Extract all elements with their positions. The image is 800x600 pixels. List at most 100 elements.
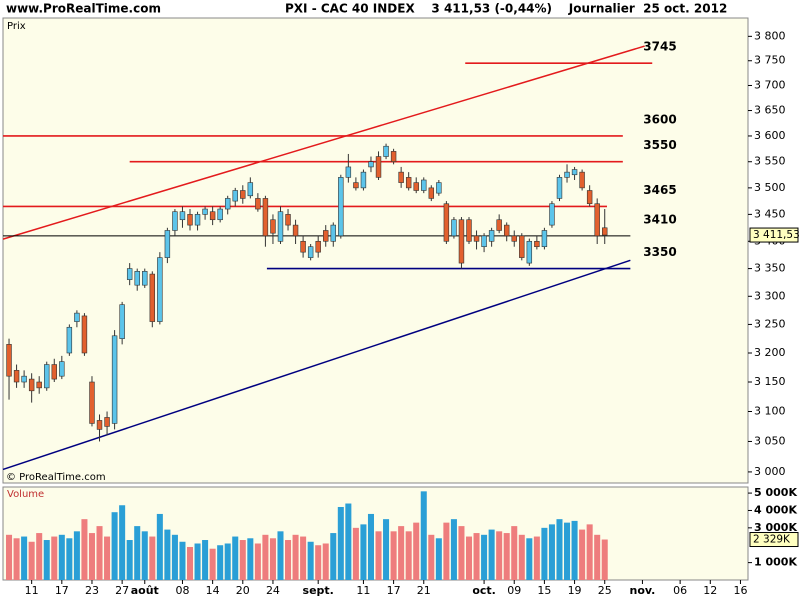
candle-body	[111, 335, 118, 424]
volume-bar	[43, 540, 50, 580]
volume-bar	[141, 531, 148, 580]
candle-body	[89, 381, 95, 424]
candle-body	[451, 219, 457, 237]
candle-body	[6, 344, 12, 377]
volume-bar	[579, 529, 586, 580]
y-tick-label: 3 000K	[754, 521, 797, 534]
volume-bar	[269, 538, 276, 580]
volume-bar	[322, 543, 329, 580]
volume-bar	[450, 519, 457, 580]
candle-body	[119, 304, 125, 339]
candle-body	[66, 326, 73, 354]
volume-bar	[28, 541, 35, 580]
x-tick-label: 14	[206, 584, 220, 597]
volume-bar	[262, 534, 269, 580]
volume-bar	[564, 522, 571, 580]
volume-bar	[111, 512, 118, 580]
volume-bar	[300, 536, 307, 580]
candle-body	[149, 273, 156, 322]
volume-bar	[6, 534, 13, 580]
volume-bar	[224, 543, 231, 580]
candle-body	[541, 230, 548, 248]
candle-body	[172, 211, 178, 231]
x-tick-label: 27	[115, 584, 129, 597]
volume-bar	[352, 527, 359, 580]
candle-body	[458, 219, 465, 264]
volume-bar	[66, 538, 73, 580]
candle-body	[488, 230, 495, 242]
candle-body	[338, 177, 344, 237]
last-value-box	[749, 227, 799, 243]
volume-bar	[383, 519, 390, 580]
volume-bar	[179, 541, 186, 580]
candle-body	[503, 224, 510, 237]
x-tick-label: nov.	[630, 584, 656, 597]
level-label: 3745	[643, 40, 676, 54]
candle-body	[285, 214, 291, 226]
candle-body	[413, 182, 419, 191]
volume-bar	[36, 533, 43, 580]
volume-bar	[428, 534, 435, 580]
candle-body	[564, 171, 570, 178]
candle-body	[126, 268, 133, 280]
y-tick-label: 3 700	[754, 78, 786, 91]
volume-bar	[413, 522, 420, 580]
candle-body	[240, 190, 246, 199]
panel-label: Prix	[7, 21, 26, 32]
volume-bar	[533, 536, 540, 580]
candle-body	[277, 211, 284, 242]
candle-body	[579, 171, 585, 189]
candle-body	[262, 198, 269, 237]
volume-bar	[511, 526, 518, 580]
x-tick-label: 21	[417, 584, 431, 597]
volume-bar	[390, 531, 397, 580]
volume-bar	[239, 540, 246, 580]
y-tick-label: 3 300	[754, 289, 786, 302]
x-tick-label: 17	[55, 584, 69, 597]
volume-bar	[315, 545, 322, 580]
volume-bar	[526, 538, 533, 580]
volume-bar	[292, 534, 299, 580]
y-tick-label: 1 000K	[754, 556, 797, 569]
candle-body	[96, 420, 103, 430]
candle-body	[232, 190, 238, 202]
candle-body	[473, 235, 480, 242]
volume-bar	[594, 534, 601, 580]
candle-body	[405, 177, 412, 189]
volume-bar	[337, 506, 344, 580]
candle-body	[247, 182, 254, 197]
y-tick-label: 3 050	[754, 434, 786, 447]
candle-body	[390, 151, 397, 163]
volume-bar	[58, 534, 65, 580]
candle-body	[526, 240, 533, 264]
volume-bar	[96, 526, 103, 580]
x-tick-label: 15	[537, 584, 551, 597]
volume-bar	[88, 533, 95, 580]
candle-body	[224, 198, 231, 210]
volume-bar	[571, 520, 578, 580]
volume-bar	[345, 503, 352, 580]
volume-bar	[481, 534, 488, 580]
volume-bar	[465, 536, 473, 580]
panel-label: Volume	[7, 489, 44, 500]
candle-body	[270, 219, 276, 234]
volume-bar	[458, 526, 465, 580]
candle-body	[368, 161, 374, 168]
volume-bar	[202, 540, 209, 580]
last-value-box	[749, 532, 799, 548]
candle-body	[307, 246, 314, 258]
volume-bar	[548, 524, 555, 580]
volume-bar	[488, 529, 495, 580]
level-label: 3410	[643, 212, 676, 226]
volume-bar	[586, 524, 593, 580]
x-tick-label: sept.	[303, 584, 334, 597]
x-tick-label: 17	[387, 584, 401, 597]
y-tick-label: 3 500	[754, 181, 786, 194]
level-label: 3465	[643, 183, 676, 197]
volume-bar	[398, 526, 405, 580]
candle-body	[44, 364, 50, 389]
volume-bar	[119, 505, 126, 580]
volume-bar	[73, 531, 80, 580]
volume-bar	[503, 533, 510, 580]
